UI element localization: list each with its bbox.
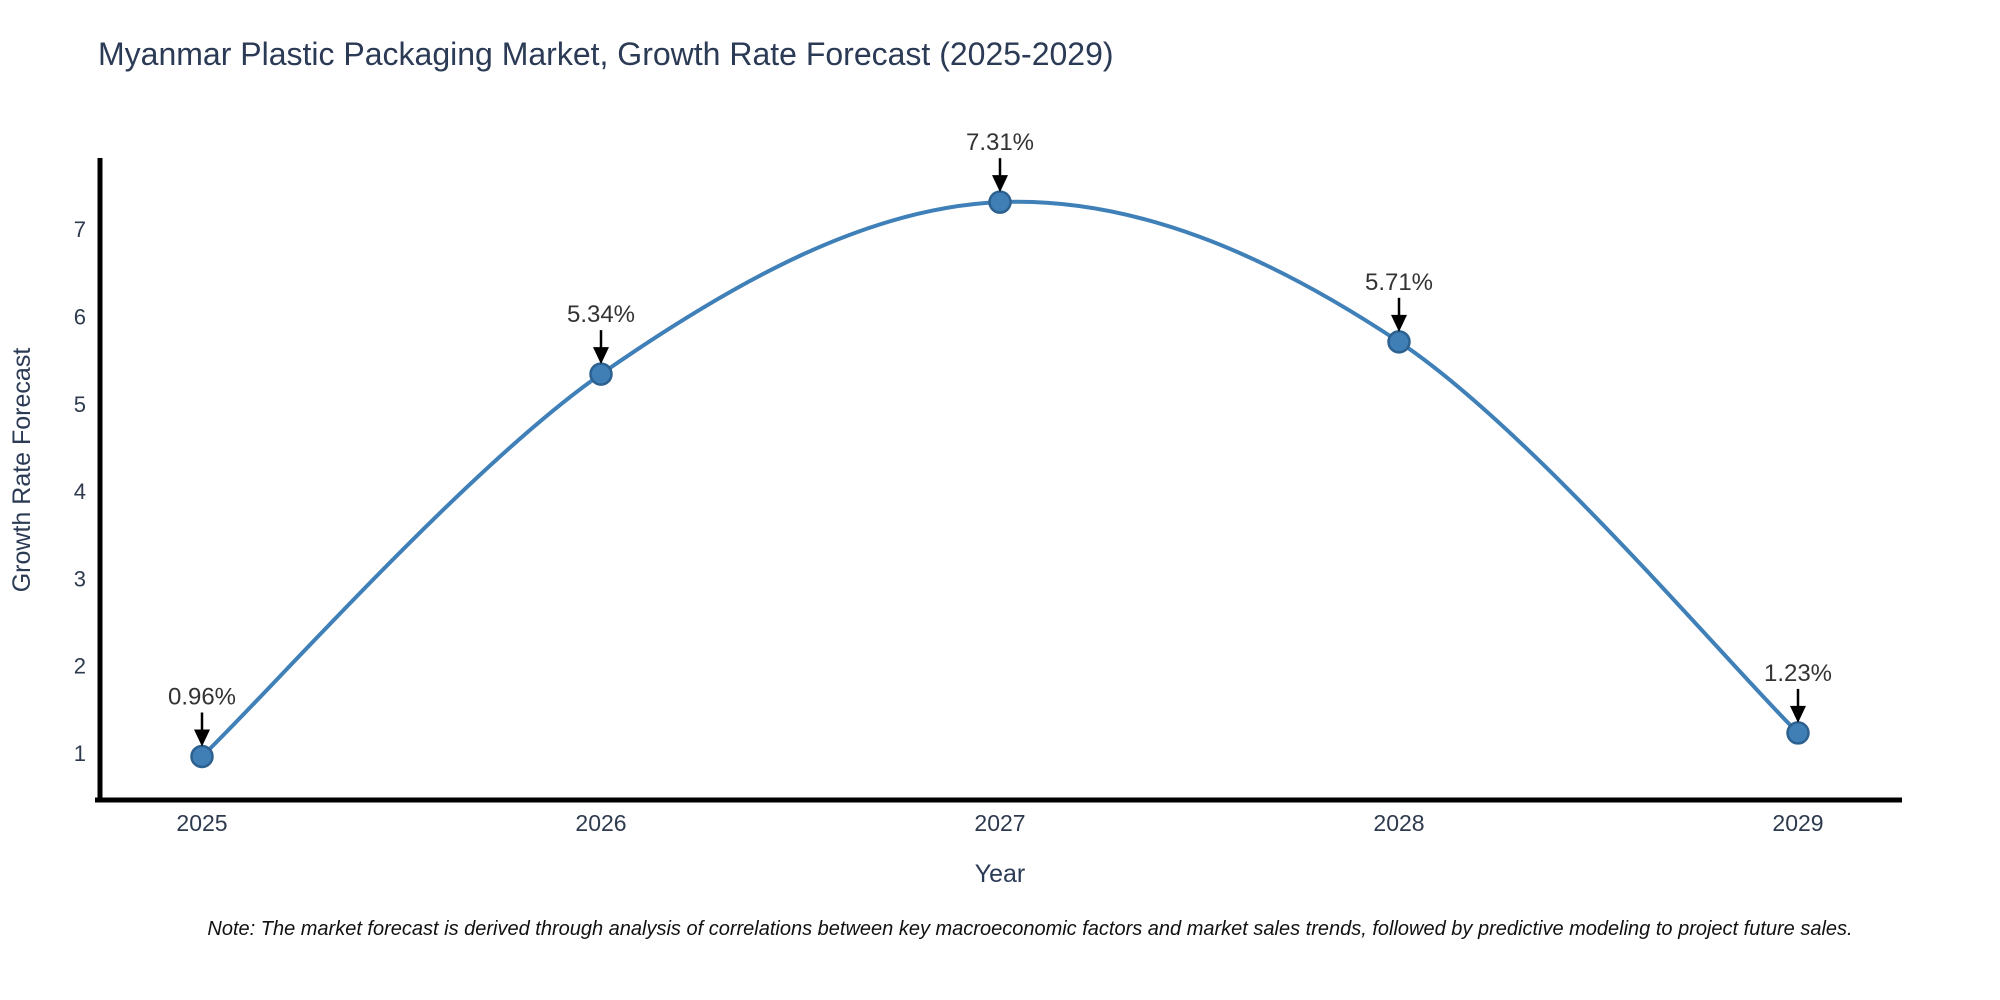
x-tick-label-2027: 2027 bbox=[974, 810, 1025, 836]
data-point-2028 bbox=[1387, 330, 1411, 354]
y-tick-label-6: 6 bbox=[74, 305, 86, 330]
y-tick-label-4: 4 bbox=[74, 479, 86, 504]
annotation-label-2026: 5.34% bbox=[567, 301, 635, 328]
x-tick-label-2025: 2025 bbox=[176, 810, 227, 836]
data-point-2029 bbox=[1786, 721, 1810, 745]
x-axis-title: Year bbox=[975, 860, 1026, 888]
chart-note: Note: The market forecast is derived thr… bbox=[207, 918, 1853, 940]
x-tick-label-2028: 2028 bbox=[1373, 810, 1424, 836]
data-point-2025 bbox=[190, 744, 214, 769]
y-tick-label-5: 5 bbox=[74, 392, 86, 417]
forecast-line bbox=[200, 199, 1800, 759]
y-tick-label-3: 3 bbox=[74, 566, 86, 591]
y-axis-title: Growth Rate Forecast bbox=[8, 348, 36, 593]
annotation-label-2027: 7.31% bbox=[966, 129, 1034, 156]
annotation-arrowhead-2025 bbox=[194, 729, 210, 747]
annotation-arrowhead-2026 bbox=[593, 347, 609, 365]
annotation-arrowhead-2029 bbox=[1790, 705, 1806, 723]
annotation-label-2028: 5.71% bbox=[1365, 269, 1433, 296]
x-tick-label-2026: 2026 bbox=[575, 810, 626, 836]
chart-title: Myanmar Plastic Packaging Market, Growth… bbox=[98, 36, 1114, 72]
data-point-2027 bbox=[988, 190, 1012, 214]
annotation-arrowhead-2027 bbox=[992, 175, 1008, 193]
annotation-arrowhead-2028 bbox=[1391, 314, 1407, 332]
x-tick-label-2029: 2029 bbox=[1772, 810, 1823, 836]
y-tick-label-2: 2 bbox=[74, 654, 86, 679]
annotation-label-2025: 0.96% bbox=[168, 683, 236, 710]
annotation-label-2029: 1.23% bbox=[1764, 660, 1832, 687]
data-point-2026 bbox=[589, 362, 613, 386]
y-tick-label-1: 1 bbox=[74, 741, 86, 766]
y-tick-label-7: 7 bbox=[74, 217, 86, 242]
